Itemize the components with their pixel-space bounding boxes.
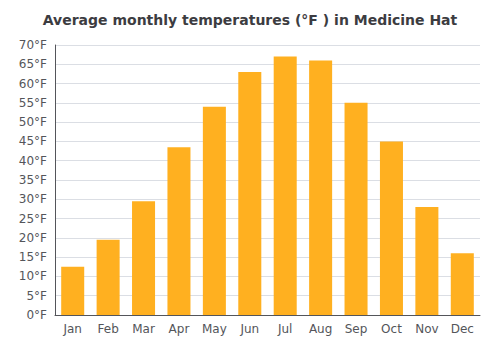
svg-text:Dec: Dec: [451, 322, 474, 336]
svg-text:65°F: 65°F: [19, 57, 47, 71]
svg-text:45°F: 45°F: [19, 134, 47, 148]
svg-text:10°F: 10°F: [19, 269, 47, 283]
svg-text:60°F: 60°F: [19, 77, 47, 91]
svg-text:Jun: Jun: [239, 322, 259, 336]
svg-text:15°F: 15°F: [19, 250, 47, 264]
svg-text:Nov: Nov: [415, 322, 438, 336]
svg-text:Mar: Mar: [132, 322, 155, 336]
svg-text:Oct: Oct: [381, 322, 402, 336]
svg-text:Average monthly temperatures (: Average monthly temperatures (°F ) in Me…: [43, 12, 458, 28]
svg-text:Feb: Feb: [98, 322, 119, 336]
svg-text:Sep: Sep: [345, 322, 368, 336]
svg-text:50°F: 50°F: [19, 115, 47, 129]
svg-text:40°F: 40°F: [19, 154, 47, 168]
svg-text:May: May: [202, 322, 227, 336]
svg-text:Apr: Apr: [169, 322, 190, 336]
svg-text:Jul: Jul: [277, 322, 292, 336]
svg-text:Jan: Jan: [62, 322, 82, 336]
svg-text:35°F: 35°F: [19, 173, 47, 187]
svg-text:20°F: 20°F: [19, 231, 47, 245]
svg-text:5°F: 5°F: [26, 289, 47, 303]
svg-text:0°F: 0°F: [26, 308, 47, 322]
svg-text:Aug: Aug: [309, 322, 332, 336]
svg-text:25°F: 25°F: [19, 212, 47, 226]
svg-text:55°F: 55°F: [19, 96, 47, 110]
svg-text:30°F: 30°F: [19, 192, 47, 206]
svg-text:70°F: 70°F: [19, 38, 47, 52]
